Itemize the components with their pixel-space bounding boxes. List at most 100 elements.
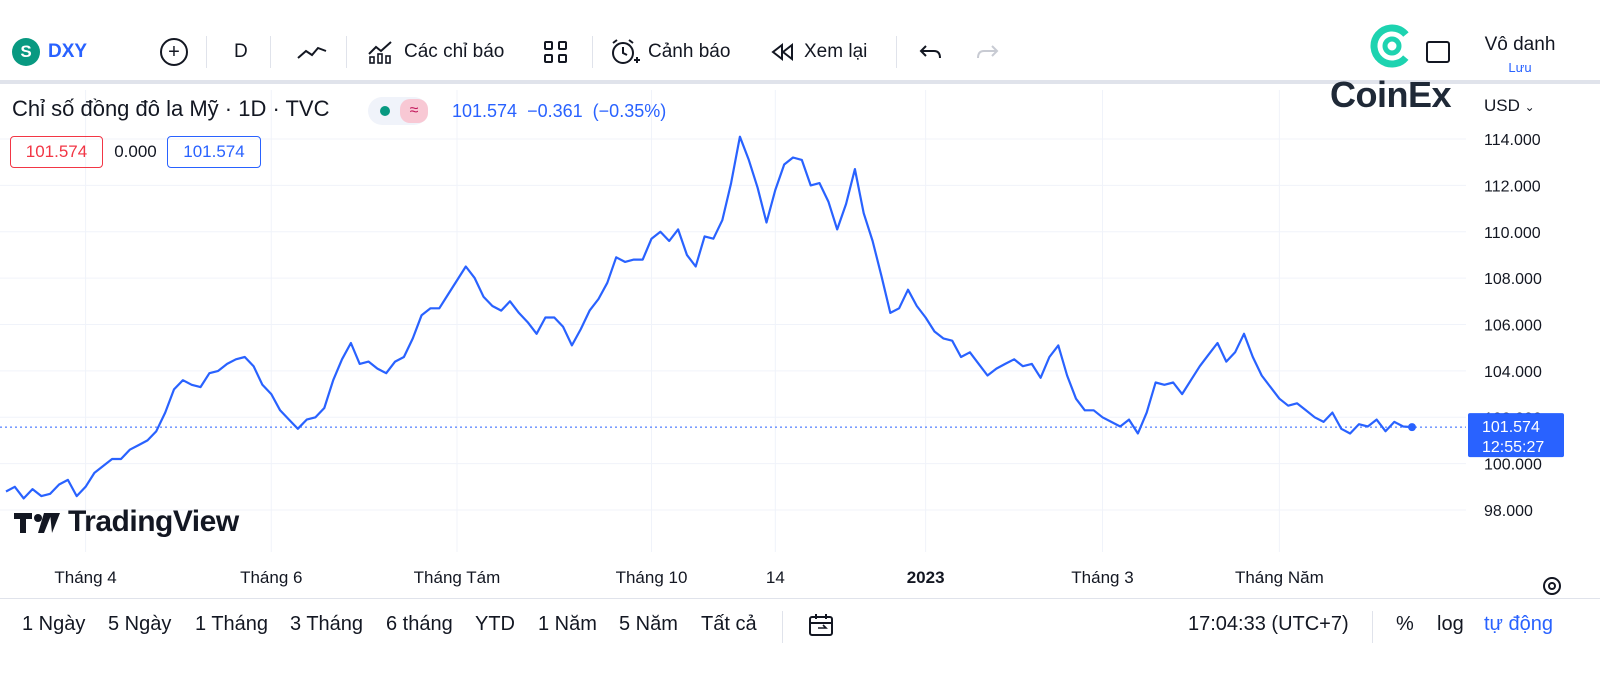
y-tick-label: 106.000: [1484, 318, 1542, 335]
plot-area: [0, 135, 1466, 500]
y-tick-label: 110.000: [1484, 225, 1541, 242]
grid-lines: [0, 90, 1466, 552]
currency-label: USD: [1484, 96, 1520, 115]
x-tick-label: Tháng 3: [1071, 568, 1133, 587]
spread-value: 0.000: [114, 142, 157, 161]
redo-button[interactable]: [974, 24, 1000, 80]
compare-button[interactable]: +: [160, 24, 188, 80]
range-ytd[interactable]: YTD: [475, 613, 515, 635]
legend-last: 101.574: [452, 101, 518, 121]
indicators-icon: [368, 41, 392, 64]
market-open-dot-icon: [380, 106, 390, 116]
go-to-date-icon[interactable]: [808, 613, 836, 639]
y-tick-label: 104.000: [1484, 364, 1542, 381]
top-toolbar: S DXY + D Các chỉ báo Cảnh báo Xem lại: [0, 24, 1600, 84]
replay-label: Xem lại: [804, 41, 868, 62]
legend-change: −0.361: [527, 101, 583, 121]
range-all[interactable]: Tất cả: [701, 613, 757, 635]
auto-scale-toggle[interactable]: tự động: [1484, 613, 1553, 635]
x-tick-label: Tháng Năm: [1235, 568, 1324, 587]
last-price-box: [1468, 413, 1564, 458]
indicators-button[interactable]: Các chỉ báo: [366, 24, 504, 80]
chevron-down-icon: ⌄: [1524, 100, 1535, 114]
legend-change-pct: (−0.35%): [592, 101, 667, 121]
tradingview-wordmark: TradingView: [68, 505, 239, 538]
range-5y[interactable]: 5 Năm: [619, 613, 678, 635]
interval-button[interactable]: D: [234, 24, 248, 80]
data-delay-icon: ≈: [400, 99, 428, 123]
timezone-clock[interactable]: 17:04:33 (UTC+7): [1188, 613, 1349, 635]
divider: [270, 36, 271, 68]
divider: [592, 36, 593, 68]
user-name: Vô danh: [1484, 34, 1556, 55]
bottom-toolbar: 1 Ngày 5 Ngày 1 Tháng 3 Tháng 6 tháng YT…: [0, 598, 1600, 655]
range-1d[interactable]: 1 Ngày: [22, 613, 86, 635]
bar-countdown: 12:55:27: [1482, 439, 1544, 456]
gear-icon: [1543, 577, 1561, 595]
user-menu[interactable]: Vô danh Lưu: [1470, 34, 1570, 75]
y-tick-label: 112.000: [1484, 178, 1541, 195]
range-3m[interactable]: 3 Tháng: [290, 613, 364, 635]
divider: [896, 36, 897, 68]
y-tick-label: 114.000: [1484, 132, 1541, 149]
x-tick-label: 2023: [907, 568, 945, 587]
range-6m[interactable]: 6 tháng: [386, 613, 453, 635]
y-tick-label: 108.000: [1484, 271, 1542, 288]
divider: [206, 36, 207, 68]
coinex-logo: [1330, 20, 1422, 77]
replay-button[interactable]: Xem lại: [770, 24, 867, 80]
save-link[interactable]: Lưu: [1508, 60, 1532, 75]
divider: [1372, 611, 1373, 643]
x-tick-label: Tháng 6: [240, 568, 302, 587]
tradingview-logo-icon: [14, 513, 60, 533]
alert-button[interactable]: Cảnh báo: [610, 24, 730, 80]
chart-type-button[interactable]: [296, 24, 328, 80]
market-status-pill[interactable]: ≈: [368, 97, 428, 125]
chart-title[interactable]: Chỉ số đồng đô la Mỹ · 1D · TVC: [12, 96, 330, 121]
x-tick-label: Tháng 10: [616, 568, 688, 587]
alert-label: Cảnh báo: [648, 41, 731, 62]
settings-button[interactable]: [1543, 577, 1561, 595]
redo-icon: [977, 45, 999, 59]
gear-center: [1548, 582, 1556, 590]
undo-button[interactable]: [918, 24, 944, 80]
sell-price-box[interactable]: 101.574: [10, 136, 103, 168]
percent-toggle[interactable]: %: [1396, 613, 1414, 635]
undo-icon: [919, 45, 941, 59]
symbol-name: DXY: [48, 41, 88, 62]
plus-circle-icon: +: [160, 38, 188, 66]
range-1y[interactable]: 1 Năm: [538, 613, 597, 635]
last-price-point: [1408, 423, 1416, 432]
symbol-search[interactable]: S DXY: [12, 24, 87, 80]
coinex-icon: [1370, 24, 1414, 68]
last-price-value: 101.574: [1482, 419, 1540, 436]
range-5d[interactable]: 5 Ngày: [108, 613, 172, 635]
currency-selector[interactable]: USD ⌄: [1484, 96, 1535, 116]
indicators-label: Các chỉ báo: [404, 41, 505, 62]
layout-grid-icon: [544, 41, 568, 63]
range-1m[interactable]: 1 Tháng: [195, 613, 269, 635]
divider: [346, 36, 347, 68]
log-toggle[interactable]: log: [1437, 613, 1464, 635]
last-price-label: 101.574 12:55:27: [1468, 413, 1564, 458]
x-tick-label: Tháng 4: [54, 568, 116, 587]
rewind-icon: [771, 42, 793, 62]
layout-button[interactable]: [544, 24, 568, 80]
divider: [782, 611, 783, 643]
square-icon: [1426, 41, 1450, 63]
interval-label: D: [234, 41, 248, 62]
price-chart[interactable]: 114.000 112.000 110.000 108.000 106.000 104.0…: [0, 0, 1600, 598]
x-tick-label: 14: [766, 568, 785, 587]
price-series-line[interactable]: [5, 135, 1413, 500]
y-tick-label: 98.000: [1484, 503, 1533, 520]
time-axis: Tháng 4 Tháng 6 Tháng Tám Tháng 10 14 2023 Thá…: [54, 568, 1323, 587]
price-axis: 114.000 112.000 110.000 108.000 106.000 104.0…: [1484, 132, 1542, 520]
buy-price-box[interactable]: 101.574: [167, 136, 261, 168]
fullscreen-button[interactable]: [1426, 24, 1450, 80]
y-tick-label: 100.000: [1484, 457, 1542, 474]
legend-values: 101.574 −0.361 (−0.35%): [452, 101, 666, 122]
symbol-badge-icon: S: [12, 38, 40, 66]
tradingview-watermark: TradingView: [14, 505, 239, 539]
alarm-clock-icon: [612, 39, 640, 64]
coinex-wordmark: CoinEx: [1330, 74, 1452, 115]
